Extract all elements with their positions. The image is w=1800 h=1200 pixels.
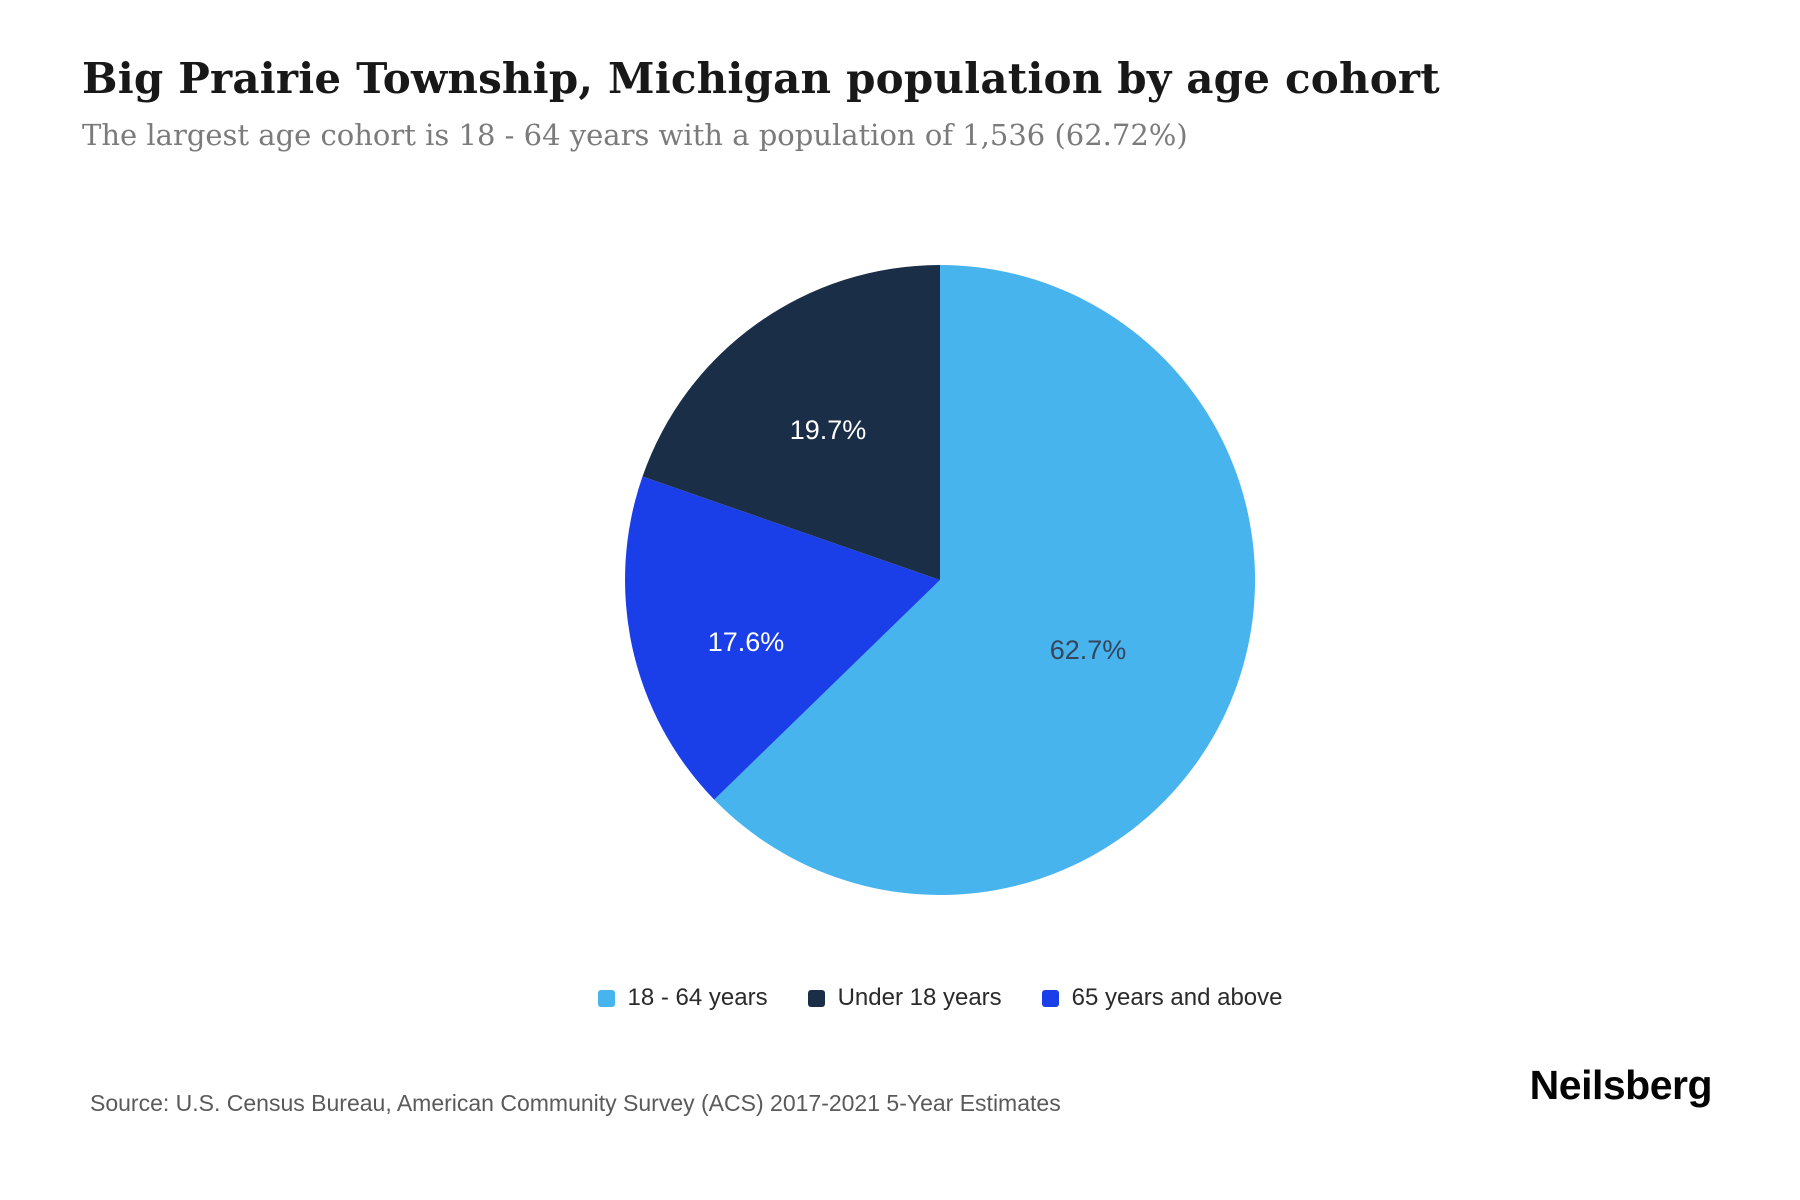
- pie-slice-under-18-years[interactable]: [642, 265, 941, 580]
- legend-label: 18 - 64 years: [627, 984, 768, 1011]
- legend-item-65-years-and-above[interactable]: 65 years and above: [1041, 984, 1283, 1012]
- slice-label-18-64-years: 62.7%: [1050, 635, 1127, 665]
- legend-swatch-under-18-years: [807, 989, 825, 1007]
- legend-swatch-65-years-and-above: [1041, 989, 1059, 1007]
- legend: 18 - 64 years Under 18 years 65 years an…: [560, 984, 1320, 1012]
- legend-item-under-18-years[interactable]: Under 18 years: [807, 984, 1002, 1012]
- legend-label: Under 18 years: [837, 984, 1002, 1011]
- slice-label-under-18-years: 19.7%: [790, 415, 867, 445]
- slice-label-65-years-and-above: 17.6%: [708, 627, 785, 657]
- brand-logo: Neilsberg: [1529, 1062, 1713, 1108]
- pie-slice-18-64-years[interactable]: [714, 265, 1256, 895]
- legend-swatch-18-64-years: [597, 989, 615, 1007]
- page-subtitle: The largest age cohort is 18 - 64 years …: [82, 118, 1188, 152]
- pie-slice-65-years-and-above[interactable]: [625, 476, 940, 800]
- legend-item-18-64-years[interactable]: 18 - 64 years: [597, 984, 768, 1012]
- source-text: Source: U.S. Census Bureau, American Com…: [90, 1090, 1061, 1116]
- page-title: Big Prairie Township, Michigan populatio…: [82, 54, 1440, 103]
- legend-label: 65 years and above: [1071, 984, 1283, 1011]
